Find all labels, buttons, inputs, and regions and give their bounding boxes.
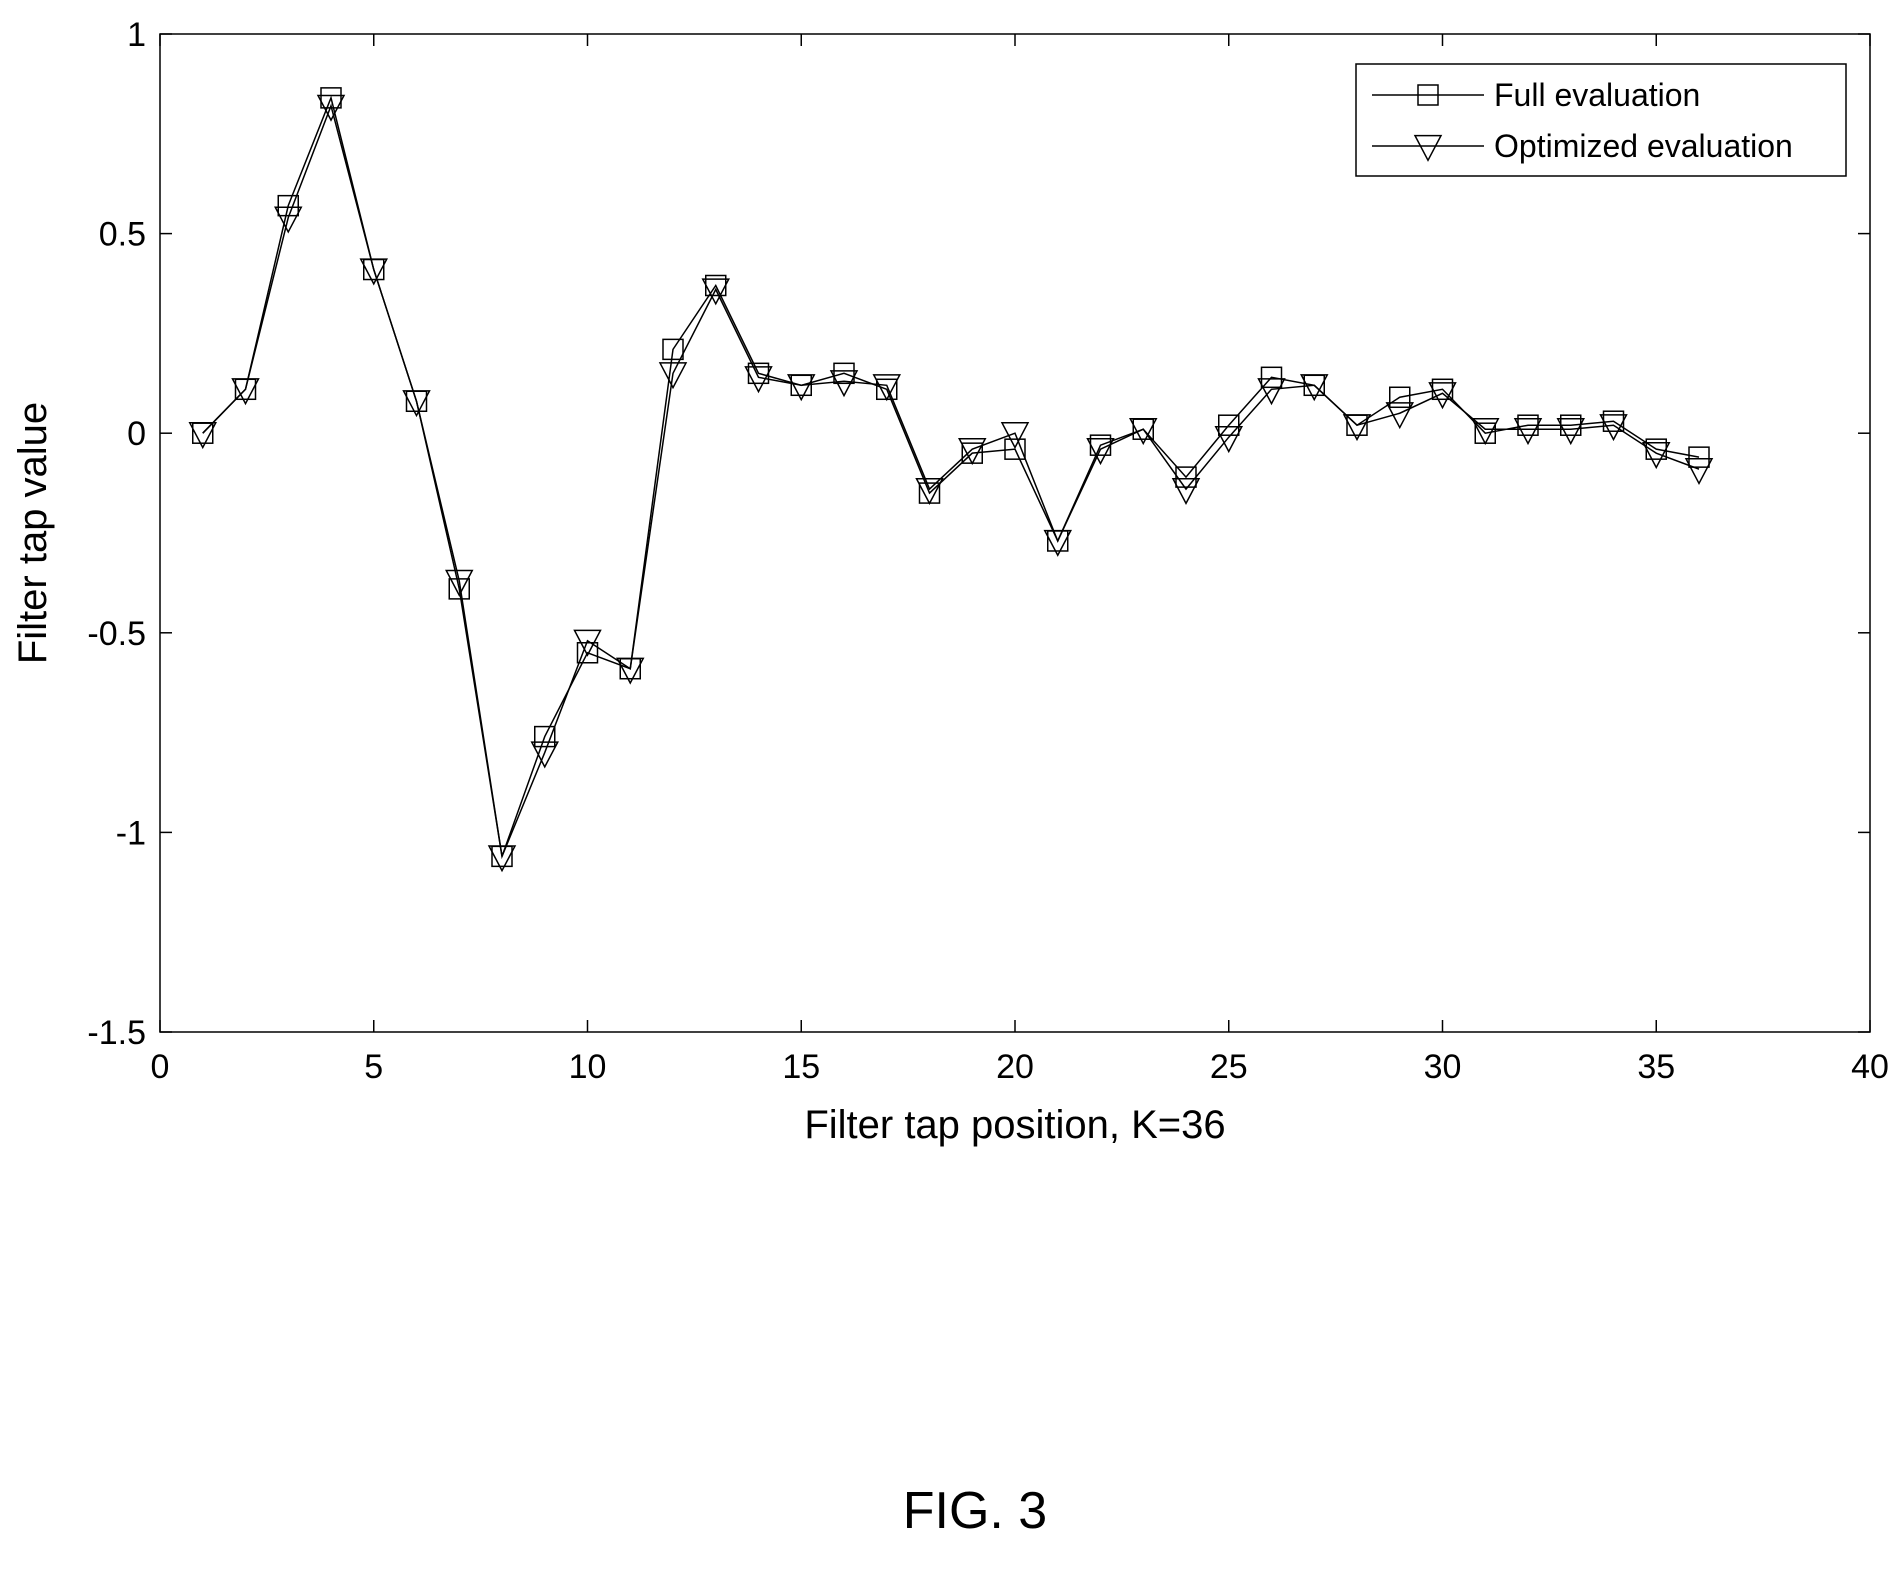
- x-tick-label: 25: [1210, 1048, 1248, 1086]
- x-tick-label: 10: [569, 1048, 607, 1086]
- data-point-triangle: [616, 657, 645, 685]
- data-point-triangle: [1428, 382, 1457, 410]
- data-point-square: [1389, 386, 1411, 409]
- y-tick-label: -1.5: [87, 1014, 146, 1052]
- data-point-triangle: [573, 629, 602, 657]
- data-point-triangle: [1385, 402, 1414, 430]
- x-tick-label: 30: [1424, 1048, 1462, 1086]
- plot-area: 0 5 10 15 20 25 30 35 40 1 0.5 0 -0.5 -1 -1.5: [87, 16, 1889, 1086]
- data-point-triangle: [658, 362, 688, 390]
- data-point-triangle: [1171, 477, 1201, 505]
- y-tick-label: 0.5: [99, 216, 146, 254]
- data-point-triangle: [1684, 457, 1714, 486]
- data-point-square: [1688, 446, 1710, 468]
- data-point-triangle: [1043, 529, 1072, 557]
- data-point-triangle: [1300, 374, 1329, 402]
- x-tick-label: 0: [151, 1048, 170, 1086]
- data-point-triangle: [915, 477, 944, 505]
- series-full-evaluation: [192, 87, 1710, 868]
- data-point-triangle: [787, 374, 816, 402]
- data-point-triangle: [1513, 418, 1543, 446]
- legend-label-full: Full evaluation: [1494, 77, 1700, 113]
- data-point-triangle: [402, 390, 431, 418]
- data-point-triangle: [958, 438, 987, 466]
- data-point-triangle: [530, 741, 559, 769]
- data-point-triangle: [1342, 414, 1372, 442]
- data-point-triangle: [1556, 418, 1585, 446]
- data-point-triangle: [744, 366, 773, 394]
- data-point-square: [662, 338, 684, 361]
- data-point-triangle: [445, 569, 474, 597]
- data-point-triangle: [829, 370, 859, 398]
- x-axis-label: Filter tap position, K=36: [804, 1103, 1225, 1147]
- data-point-square: [833, 362, 855, 385]
- data-point-triangle: [701, 278, 730, 306]
- legend-label-optimized: Optimized evaluation: [1494, 128, 1793, 164]
- y-tick-label: 1: [127, 16, 146, 54]
- y-tick-label: 0: [127, 415, 146, 453]
- legend: Full evaluation Optimized evaluation: [1355, 63, 1847, 177]
- x-axis-ticks: 0 5 10 15 20 25 30 35 40: [151, 34, 1889, 1086]
- series-optimized-evaluation: [188, 94, 1714, 873]
- data-point-triangle: [1214, 426, 1243, 454]
- y-axis-ticks: 1 0.5 0 -0.5 -1 -1.5: [87, 16, 1870, 1052]
- axes-box: [159, 33, 1871, 1033]
- data-point-triangle: [487, 845, 517, 873]
- x-tick-label: 40: [1851, 1048, 1889, 1086]
- legend-box: [1355, 63, 1847, 177]
- legend-square-marker: [1417, 84, 1439, 106]
- legend-entry-full: Full evaluation: [1372, 77, 1700, 113]
- series-line: [202, 95, 1700, 857]
- data-point-square: [1260, 366, 1283, 389]
- figure-caption: FIG. 3: [903, 1482, 1047, 1540]
- legend-entry-optimized: Optimized evaluation: [1372, 128, 1793, 164]
- data-point-triangle: [1599, 414, 1628, 442]
- y-axis-label: Filter tap value: [11, 402, 55, 664]
- data-point-triangle: [188, 422, 217, 450]
- y-tick-label: -0.5: [87, 615, 146, 653]
- x-tick-label: 35: [1637, 1048, 1675, 1086]
- data-point-triangle: [1471, 418, 1500, 446]
- data-point-triangle: [359, 258, 388, 286]
- x-tick-label: 5: [364, 1048, 383, 1086]
- series-layer: [188, 87, 1714, 873]
- data-point-square: [534, 725, 556, 748]
- y-tick-label: -1: [116, 814, 146, 852]
- data-point-square: [1004, 438, 1026, 460]
- data-point-triangle: [231, 378, 260, 406]
- data-point-triangle: [274, 206, 303, 234]
- data-point-triangle: [1129, 418, 1158, 446]
- legend-triangle-marker: [1413, 134, 1443, 162]
- data-point-triangle: [1642, 442, 1671, 470]
- data-point-triangle: [1000, 422, 1030, 450]
- data-point-triangle: [1086, 438, 1115, 466]
- x-tick-label: 20: [996, 1048, 1034, 1086]
- series-line: [202, 103, 1700, 860]
- data-point-triangle: [872, 374, 901, 402]
- data-point-triangle: [1257, 378, 1286, 406]
- data-point-triangle: [316, 94, 346, 122]
- x-tick-label: 15: [782, 1048, 820, 1086]
